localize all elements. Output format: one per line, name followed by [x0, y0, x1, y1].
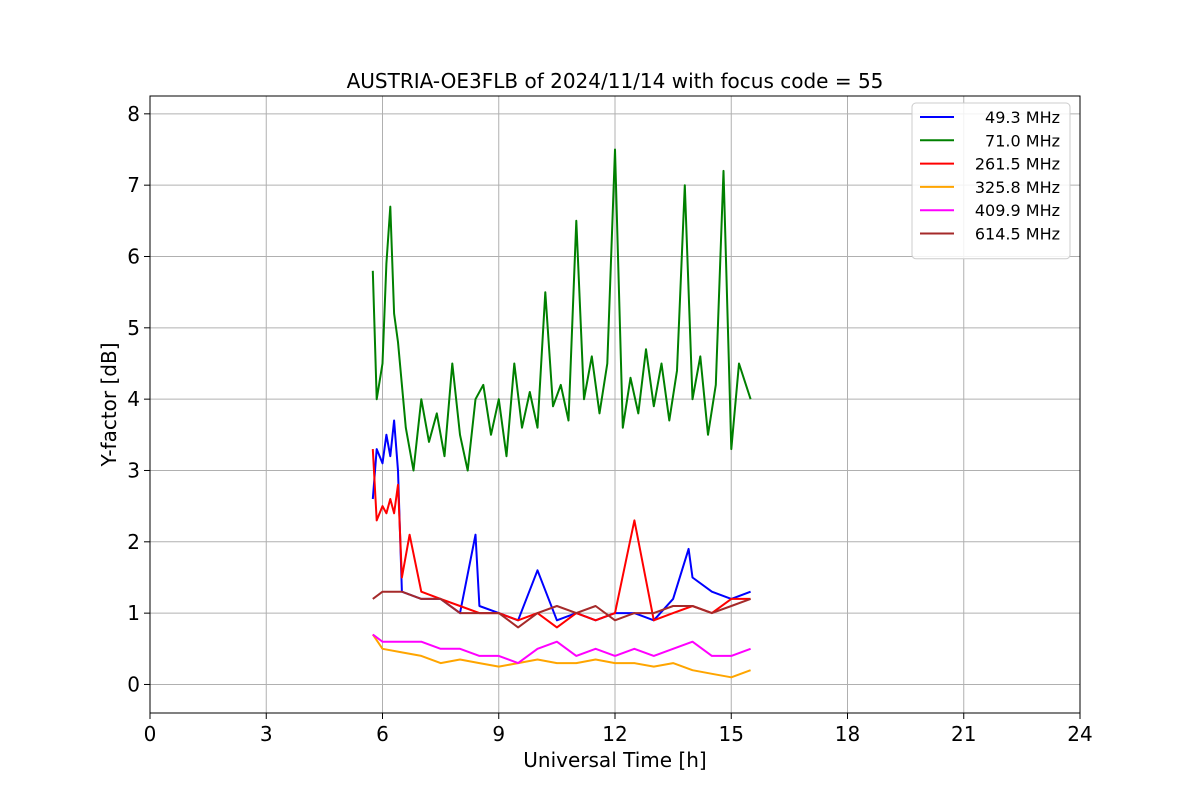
series-line-614-5-mhz: [372, 590, 751, 629]
x-tick-label: 15: [719, 722, 744, 746]
x-tick-label: 24: [1067, 722, 1092, 746]
y-tick-label: 7: [127, 173, 140, 197]
series-line-325-8-mhz: [371, 633, 751, 679]
legend-label: 49.3 MHz: [985, 108, 1060, 127]
y-tick-label: 6: [127, 244, 140, 268]
legend-label: 325.8 MHz: [975, 178, 1060, 197]
x-axis-label: Universal Time [h]: [523, 748, 706, 772]
series-line-409-9-mhz: [372, 633, 751, 665]
y-tick-label: 2: [127, 530, 140, 554]
legend-label: 261.5 MHz: [975, 155, 1060, 174]
chart-title: AUSTRIA-OE3FLB of 2024/11/14 with focus …: [347, 69, 884, 93]
legend-label: 409.9 MHz: [975, 201, 1060, 220]
x-tick-label: 0: [144, 722, 157, 746]
series-line-71-0-mhz: [371, 148, 752, 472]
legend: 49.3 MHz 71.0 MHz 261.5 MHz 325.8 MHz 409.9 …: [911, 102, 1071, 260]
x-tick-label: 6: [376, 722, 389, 746]
series-group: [371, 148, 752, 679]
x-tick-label: 18: [835, 722, 860, 746]
y-tick-label: 5: [127, 316, 140, 340]
y-tick-label: 3: [127, 458, 140, 482]
x-tick-label: 9: [492, 722, 505, 746]
legend-label: 614.5 MHz: [975, 225, 1060, 244]
x-tick-label: 3: [260, 722, 273, 746]
x-tick-label: 21: [951, 722, 976, 746]
legend-box: [911, 102, 1071, 260]
y-tick-label: 8: [127, 102, 140, 126]
x-tick-label: 12: [602, 722, 627, 746]
legend-label: 71.0 MHz: [985, 131, 1060, 150]
y-axis-label: Y-factor [dB]: [97, 342, 121, 467]
y-tick-label: 0: [127, 672, 140, 696]
y-tick-label: 4: [127, 387, 140, 411]
y-tick-label: 1: [127, 601, 140, 625]
